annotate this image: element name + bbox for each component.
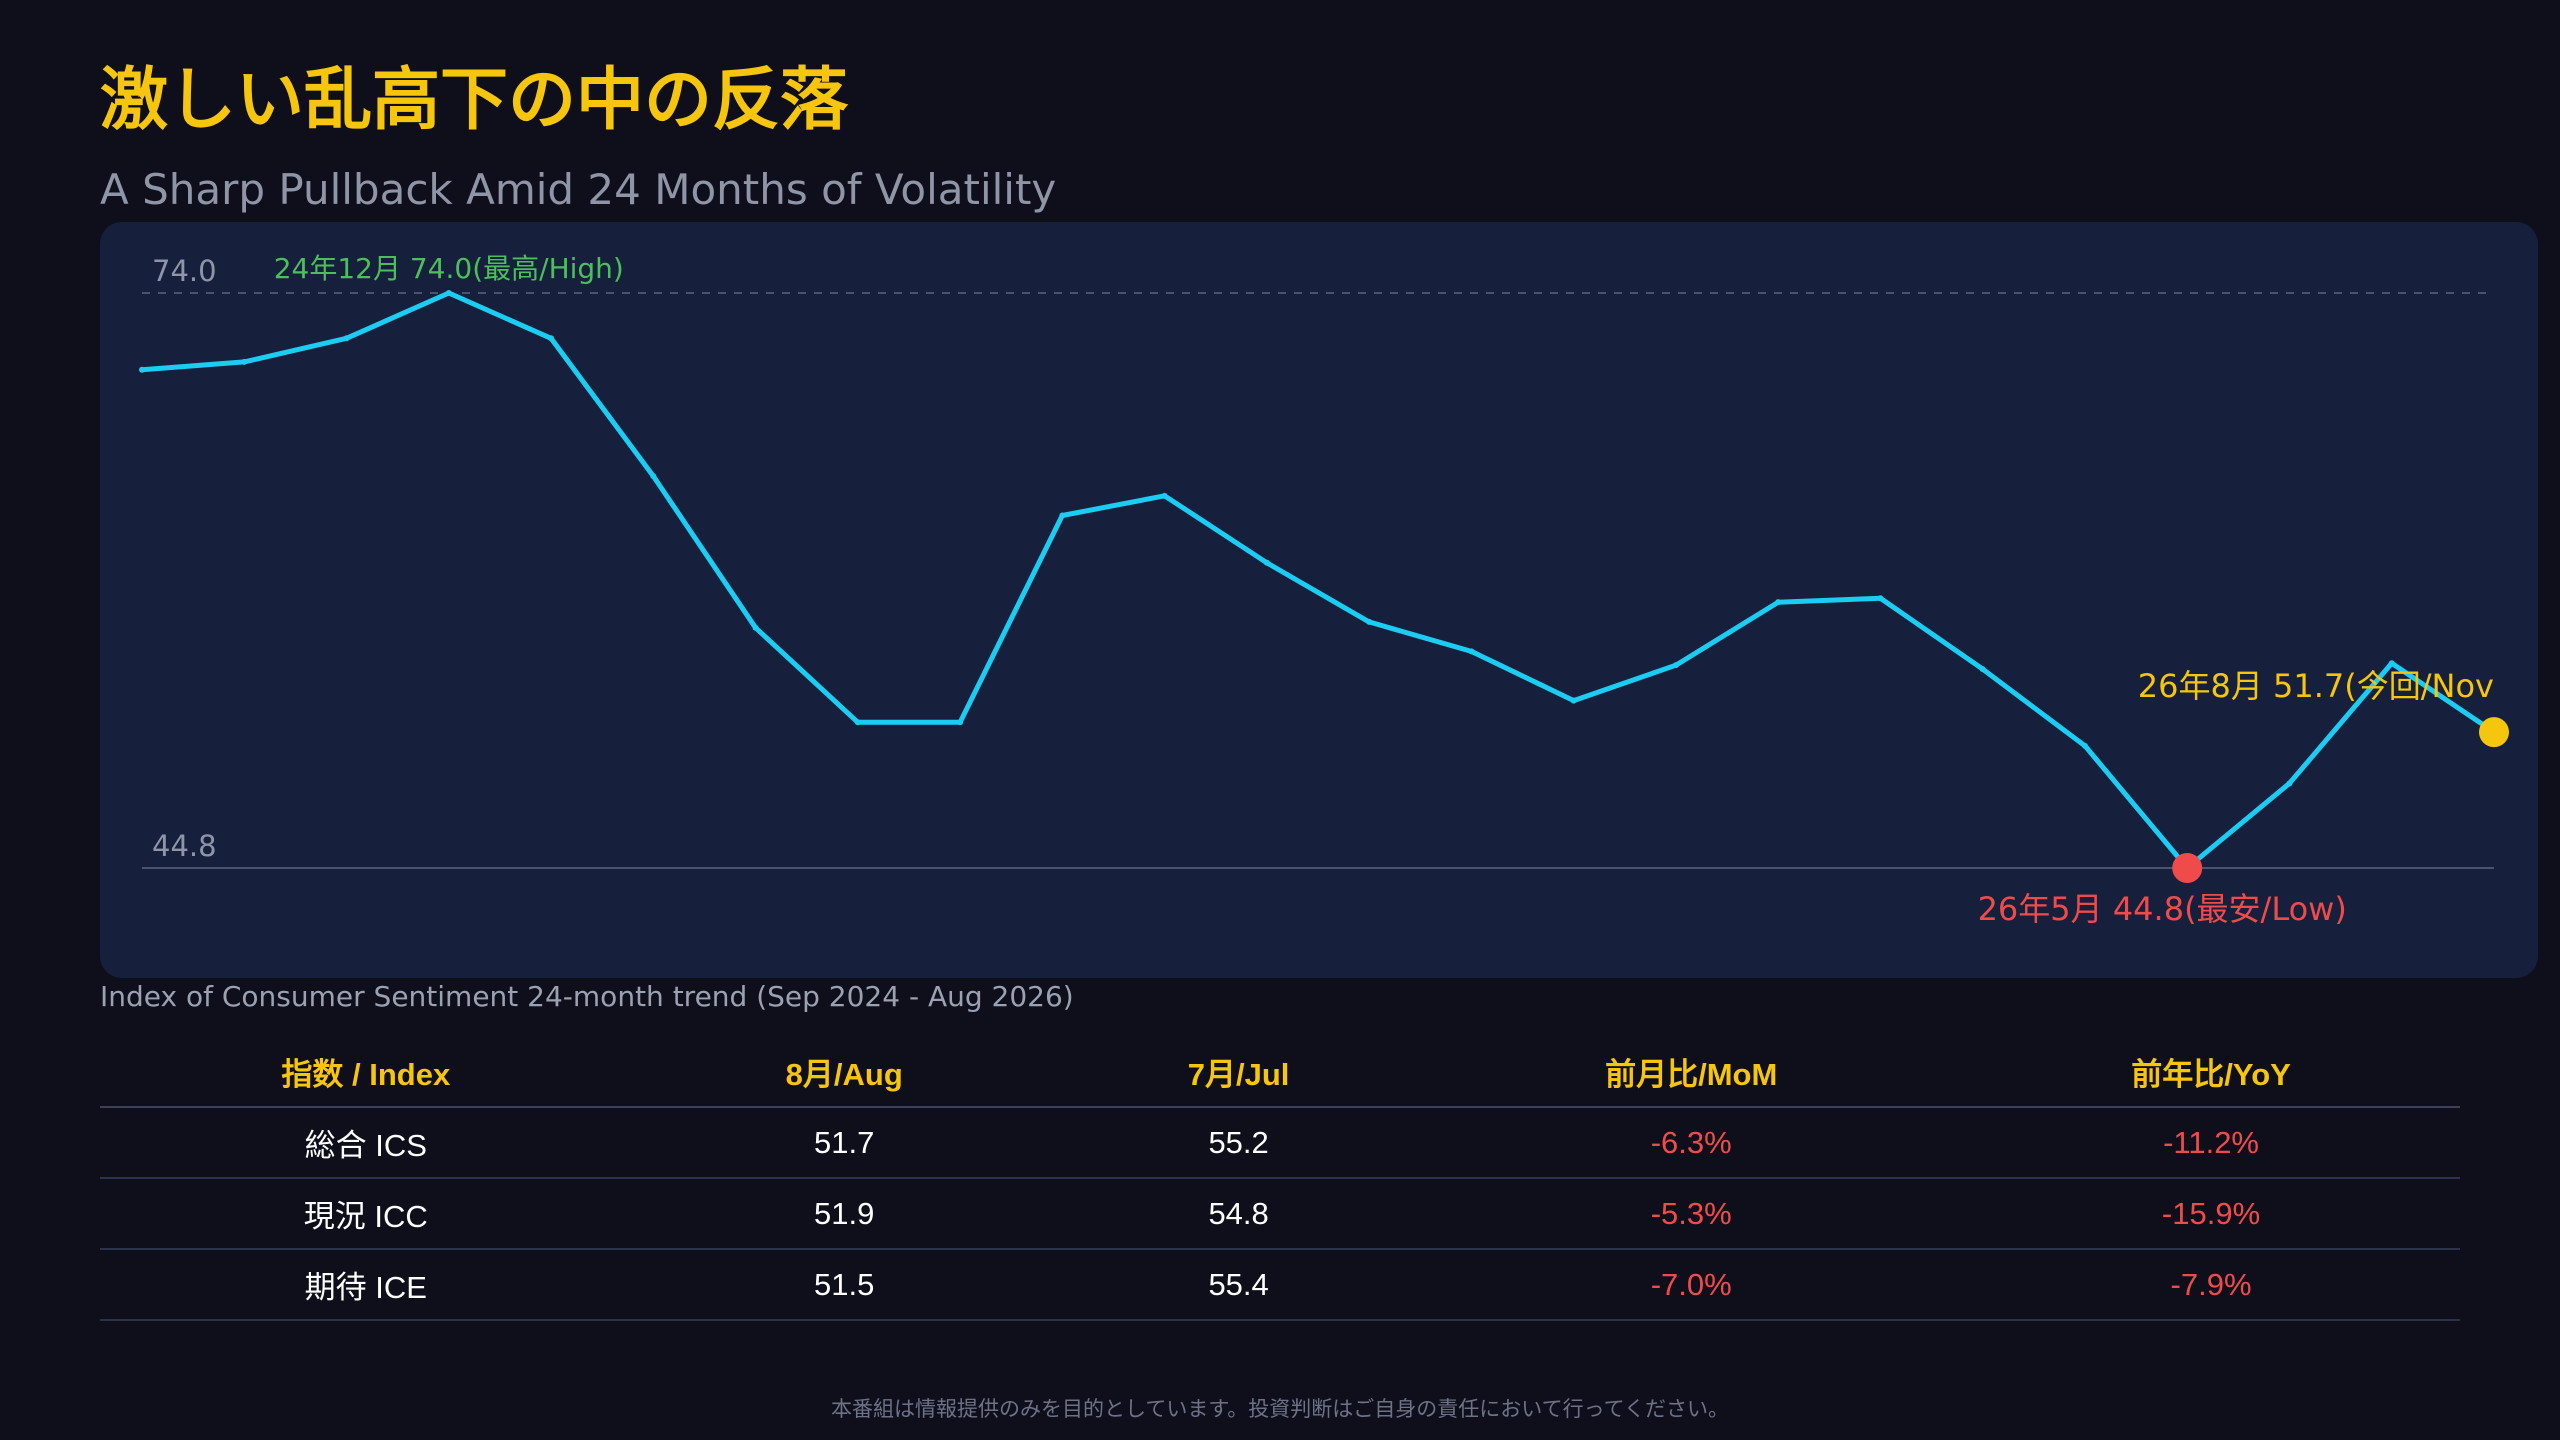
current-point-marker <box>2479 717 2509 748</box>
data-point <box>139 366 145 373</box>
cell-jul: 54.8 <box>1056 1178 1421 1250</box>
data-point <box>1979 666 1986 673</box>
data-point <box>2081 742 2088 749</box>
line-chart: 74.0 44.8 24年12月 74.0(最高/High) 26年5月 44.… <box>139 252 2509 928</box>
cell-mom: -7.0% <box>1420 1249 1963 1321</box>
data-point <box>957 719 964 726</box>
data-point <box>854 719 861 726</box>
data-point <box>1161 492 1168 499</box>
header-aug: 8月/Aug <box>631 1036 1057 1108</box>
data-point <box>650 473 657 480</box>
low-point-marker <box>2172 853 2203 883</box>
page-title: 激しい乱高下の中の反落 <box>100 61 849 140</box>
data-point <box>2286 780 2293 787</box>
cell-aug: 51.5 <box>631 1249 1057 1321</box>
data-point <box>241 358 248 365</box>
data-point <box>1263 559 1270 566</box>
cell-yoy: -7.9% <box>1962 1249 2460 1321</box>
cell-aug: 51.7 <box>631 1107 1057 1179</box>
data-point <box>343 335 350 342</box>
data-point <box>1672 662 1679 669</box>
data-point <box>1059 512 1066 519</box>
current-annotation: 26年8月 51.7(今回/Nov <box>2138 667 2494 705</box>
row-label: 現況 ICC <box>100 1178 632 1250</box>
header-index: 指数 / Index <box>100 1036 632 1108</box>
series-line <box>139 290 2497 871</box>
data-point <box>1775 599 1782 606</box>
header-mom: 前月比/MoM <box>1420 1036 1963 1108</box>
header-jul: 7月/Jul <box>1056 1036 1421 1108</box>
y-tick-label-min: 44.8 <box>152 829 217 863</box>
low-annotation: 26年5月 44.8(最安/Low) <box>1978 890 2347 928</box>
sentiment-table: 指数 / Index 8月/Aug 7月/Jul 前月比/MoM 前年比/YoY… <box>100 1036 2460 1321</box>
row-label: 期待 ICE <box>100 1249 632 1321</box>
disclaimer: 本番組は情報提供のみを目的としています。投資判断はご自身の責任において行ってくだ… <box>831 1397 1729 1421</box>
data-point <box>1877 595 1884 602</box>
chart-panel: 74.0 44.8 24年12月 74.0(最高/High) 26年5月 44.… <box>100 222 2538 978</box>
data-point <box>2388 660 2395 667</box>
data-point <box>548 335 555 342</box>
data-point <box>445 290 452 296</box>
cell-mom: -6.3% <box>1420 1107 1963 1179</box>
table-row: 総合 ICS 51.7 55.2 -6.3% -11.2% <box>100 1107 2460 1179</box>
cell-aug: 51.9 <box>631 1178 1057 1250</box>
cell-mom: -5.3% <box>1420 1178 1963 1250</box>
data-point <box>1570 697 1577 704</box>
y-tick-label-max: 74.0 <box>152 254 217 288</box>
cell-jul: 55.2 <box>1056 1107 1421 1179</box>
table-header-row: 指数 / Index 8月/Aug 7月/Jul 前月比/MoM 前年比/YoY <box>100 1036 2460 1108</box>
cell-jul: 55.4 <box>1056 1249 1421 1321</box>
table-row: 期待 ICE 51.5 55.4 -7.0% -7.9% <box>100 1249 2460 1321</box>
data-points <box>139 290 2497 871</box>
data-point <box>1366 618 1373 625</box>
header-yoy: 前年比/YoY <box>1962 1036 2460 1108</box>
cell-yoy: -15.9% <box>1962 1178 2460 1250</box>
page-subtitle: A Sharp Pullback Amid 24 Months of Volat… <box>100 165 1057 214</box>
data-point <box>1468 648 1475 655</box>
data-point <box>752 624 759 631</box>
row-label: 総合 ICS <box>100 1107 632 1179</box>
chart-caption: Index of Consumer Sentiment 24-month tre… <box>100 980 1074 1013</box>
table-row: 現況 ICC 51.9 54.8 -5.3% -15.9% <box>100 1178 2460 1250</box>
high-annotation: 24年12月 74.0(最高/High) <box>274 252 624 285</box>
cell-yoy: -11.2% <box>1962 1107 2460 1179</box>
